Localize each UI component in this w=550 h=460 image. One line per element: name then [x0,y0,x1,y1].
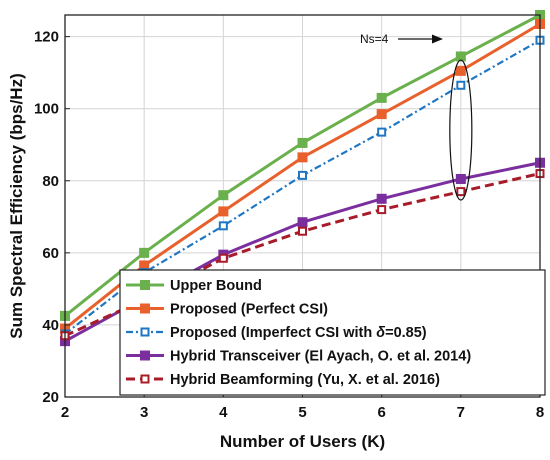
y-tick-label: 20 [42,389,59,406]
y-tick-label: 80 [42,173,59,190]
data-point [218,190,229,201]
data-point [218,206,229,217]
data-point [455,65,466,76]
legend-label: Proposed (Imperfect CSI with δ=0.85) [170,325,427,341]
x-tick-label: 6 [377,404,385,421]
legend-label: Hybrid Beamforming (Yu, X. et al. 2016) [170,372,440,388]
data-point [139,260,150,271]
annotation: Ns=4 [360,32,473,201]
x-tick-label: 8 [536,404,544,421]
data-point [456,187,466,197]
y-axis-label: Sum Spectral Efficiency (bps/Hz) [7,73,26,338]
data-point [218,253,228,263]
legend-swatch-marker [140,280,150,290]
y-tick-label: 100 [34,101,59,118]
x-tick-label: 5 [298,404,306,421]
x-tick-label: 2 [61,404,69,421]
legend-label: Hybrid Transceiver (El Ayach, O. et al. … [170,349,471,365]
x-axis-label: Number of Users (K) [220,432,385,451]
annotation-ellipse [449,59,473,201]
axis-ticks: 2 3 4 5 6 7 8 20 40 60 80 100 120 [34,29,544,421]
legend-swatch-marker [140,303,150,314]
data-point [218,221,228,231]
data-point [297,152,308,163]
legend-label: Proposed (Perfect CSI) [170,302,328,318]
data-point [297,217,308,228]
data-point [455,51,466,62]
data-point [376,109,387,120]
data-point [139,247,150,258]
data-point [377,205,387,215]
data-point [298,170,307,180]
y-tick-label: 120 [34,29,59,46]
legend-entry: Hybrid Beamforming (Yu, X. et al. 2016) [126,372,440,388]
x-tick-label: 7 [457,404,465,421]
legend-swatch-marker [140,374,150,384]
legend-entries: Upper Bound Proposed (Perfect CSI) Propose… [126,278,471,388]
legend-entry: Hybrid Transceiver (El Ayach, O. et al. … [126,349,471,365]
legend: Upper Bound Proposed (Perfect CSI) Propose… [119,269,546,396]
legend-swatch-marker [140,350,150,361]
annotation-arrowhead [432,34,443,44]
data-point [377,127,387,137]
y-tick-label: 40 [42,317,59,334]
legend-swatch-marker [140,327,150,337]
y-tick-label: 60 [42,245,59,262]
x-tick-label: 4 [219,404,228,421]
data-point [376,92,387,103]
legend-entry: Proposed (Imperfect CSI with δ=0.85) [126,325,427,341]
data-point [456,80,466,90]
data-point [298,226,307,236]
annotation-text: Ns=4 [360,32,389,46]
data-point [455,173,466,184]
x-tick-label: 3 [140,404,148,421]
data-point [376,193,387,204]
legend-box [119,269,546,396]
legend-entry: Proposed (Perfect CSI) [126,302,328,318]
data-point [297,137,308,148]
legend-entry: Upper Bound [126,278,262,294]
legend-label: Upper Bound [170,278,262,294]
